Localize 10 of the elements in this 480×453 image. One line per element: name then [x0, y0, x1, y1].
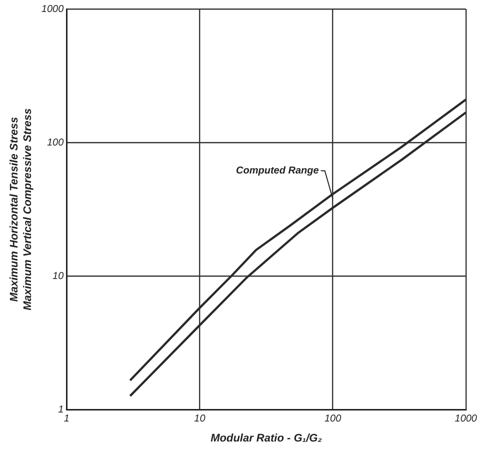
- x-tick-label: 10: [194, 414, 206, 425]
- y-tick-label: 1000: [41, 4, 64, 15]
- x-tick-label: 100: [324, 414, 342, 425]
- y-tick-label: 100: [46, 137, 64, 148]
- x-tick-label: 1000: [454, 414, 478, 425]
- x-axis-title: Modular Ratio - G₁/G₂: [210, 432, 322, 444]
- y-axis-title: Maximum Horizontal Tensile Stress Maximum Vertical Compressive Stress: [8, 108, 34, 310]
- y-tick-label: 10: [52, 270, 64, 282]
- annotation: Computed Range: [236, 165, 320, 176]
- y-tick-label: 1: [58, 404, 64, 416]
